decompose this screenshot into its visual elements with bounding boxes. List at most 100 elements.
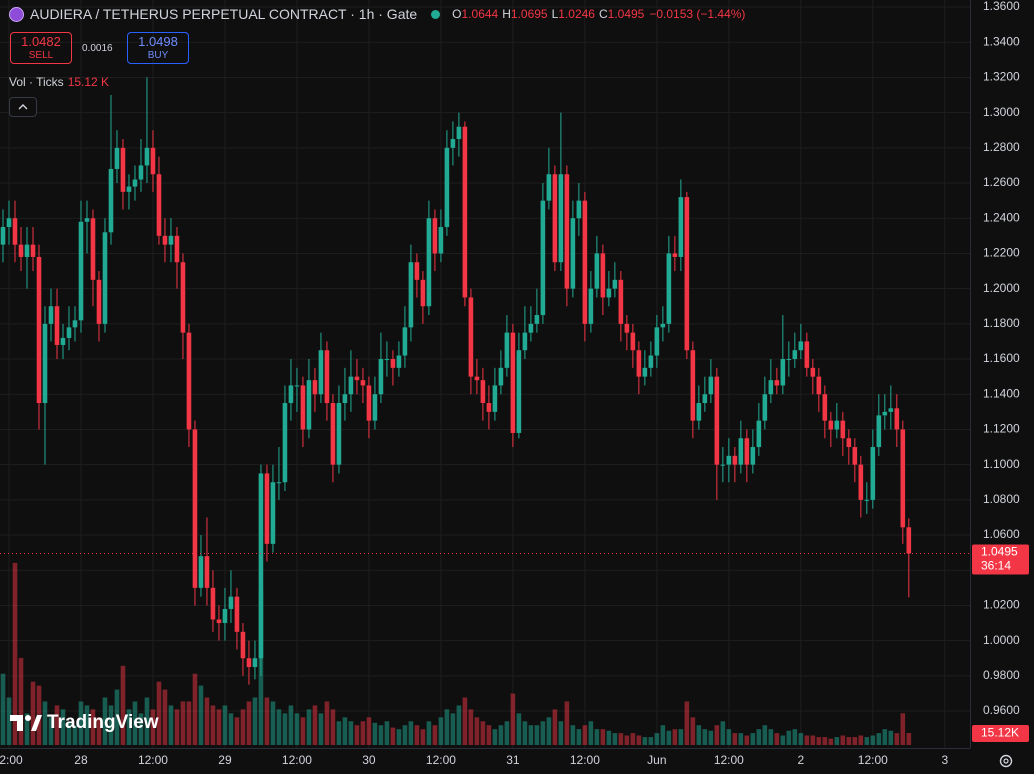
logo[interactable]: TradingView	[10, 712, 159, 734]
volume-bar	[780, 735, 786, 745]
candle-body	[342, 394, 348, 404]
candle-body	[840, 420, 846, 439]
price-label: 1.0495	[981, 545, 1018, 559]
y-tick-label: 1.1400	[983, 386, 1020, 400]
candle-body	[408, 262, 414, 328]
volume-bar	[804, 735, 810, 745]
candle-body	[762, 394, 768, 421]
candle-body	[114, 147, 120, 169]
volume-bar	[558, 721, 564, 745]
volume-bar	[492, 729, 498, 745]
candle-body	[42, 323, 48, 404]
candle-body	[606, 288, 612, 298]
candle-body	[540, 200, 546, 316]
sell-label: SELL	[28, 50, 54, 61]
candle-body	[174, 235, 180, 263]
volume-bar	[114, 689, 120, 745]
volume-bar	[288, 705, 294, 745]
candle-body	[234, 596, 240, 632]
collapse-button[interactable]	[9, 97, 37, 117]
volume-bar	[750, 733, 756, 745]
candle-body	[18, 244, 24, 257]
volume-bar	[48, 717, 54, 745]
candle-body	[576, 200, 582, 219]
volume-legend-value: 15.12 K	[67, 75, 110, 89]
candle-body	[630, 332, 636, 351]
volume-bar	[522, 721, 528, 745]
candle-body	[258, 473, 264, 659]
sell-button[interactable]: 1.0482 SELL	[10, 32, 72, 64]
candle-body	[228, 596, 234, 609]
candle-body	[6, 218, 12, 228]
volume-bar	[882, 729, 888, 745]
volume-bar	[84, 705, 90, 745]
candle-body	[690, 350, 696, 421]
candle-body	[204, 556, 210, 588]
buy-button[interactable]: 1.0498 BUY	[127, 32, 189, 64]
volume-bar	[330, 709, 336, 745]
candle-body	[768, 380, 774, 395]
volume-bar	[234, 717, 240, 745]
x-tick-label: 12:00	[714, 753, 744, 767]
volume-bar	[654, 733, 660, 745]
x-tick-label: 12:00	[426, 753, 456, 767]
volume-bar	[468, 709, 474, 745]
x-tick-label: 2	[797, 753, 804, 767]
candle-body	[84, 218, 90, 222]
spread: 0.0016	[82, 43, 113, 54]
candle-body	[384, 359, 390, 361]
candle-body	[474, 376, 480, 381]
volume-bar	[108, 705, 114, 745]
volume-bar	[846, 737, 852, 745]
volume-bar	[456, 705, 462, 745]
volume-bar	[294, 713, 300, 745]
volume-bar	[702, 729, 708, 745]
candle-body	[450, 139, 456, 148]
candle-body	[792, 350, 798, 360]
grid	[0, 0, 970, 748]
countdown: 36:14	[981, 559, 1011, 573]
volume-bar	[198, 685, 204, 745]
candle-body	[264, 473, 270, 544]
candle-body	[192, 429, 198, 588]
candle-body	[552, 174, 558, 263]
candle-body	[120, 147, 126, 192]
candle-body	[282, 403, 288, 483]
candle-body	[426, 218, 432, 307]
candle-body	[354, 376, 360, 381]
volume-bar	[690, 717, 696, 745]
settings-button[interactable]	[996, 751, 1016, 771]
volume-bar	[126, 709, 132, 745]
volume-bar	[720, 721, 726, 745]
candle-body	[804, 341, 810, 368]
y-tick-label: 1.2000	[983, 281, 1020, 295]
volume-bar	[18, 657, 24, 745]
volume-bar	[360, 721, 366, 745]
y-tick-label: 1.0200	[983, 598, 1020, 612]
h-value: 1.0695	[510, 7, 548, 21]
candle-body	[330, 403, 336, 465]
y-tick-label: 1.2400	[983, 210, 1020, 224]
candle-body	[366, 385, 372, 421]
candle-body	[714, 376, 720, 465]
logo-text: TradingView	[47, 712, 159, 733]
candle-body	[210, 587, 216, 620]
volume-bar	[312, 705, 318, 745]
volume-bar	[474, 717, 480, 745]
x-tick-label: Jun	[647, 753, 666, 767]
volume-bar	[756, 729, 762, 745]
volume-bar	[306, 709, 312, 745]
x-tick-label: 12:00	[282, 753, 312, 767]
x-tick-label: 30	[362, 753, 376, 767]
price-label-bg	[972, 544, 1029, 575]
market-status	[431, 9, 441, 19]
volume-bar	[600, 729, 606, 745]
y-tick-label: 1.1600	[983, 351, 1020, 365]
candle-body	[696, 403, 702, 421]
candle-body	[678, 197, 684, 257]
volume-bar	[864, 737, 870, 745]
candle-body	[876, 415, 882, 448]
candle-body	[504, 332, 510, 368]
candle-body	[246, 658, 252, 668]
y-tick-label: 1.0000	[983, 633, 1020, 647]
